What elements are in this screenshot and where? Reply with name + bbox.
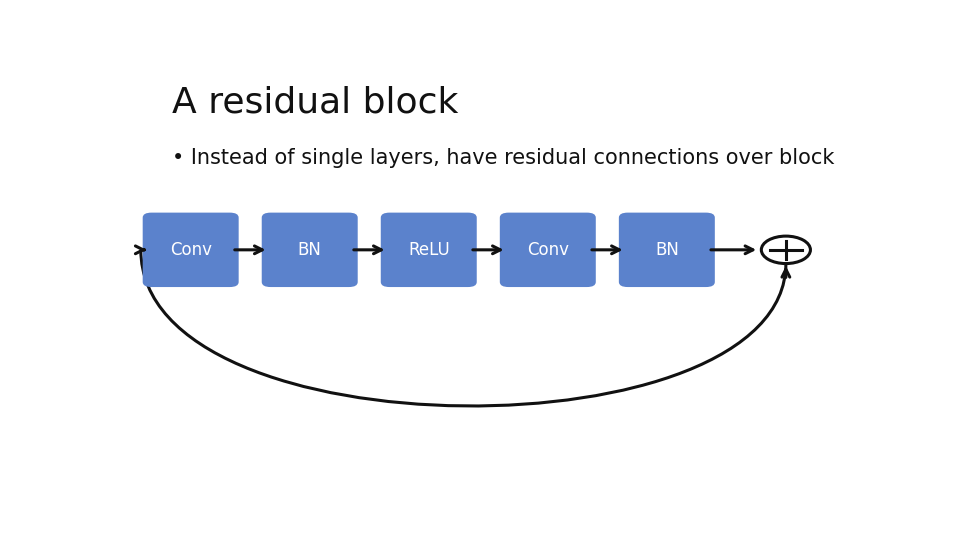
FancyBboxPatch shape bbox=[619, 213, 715, 287]
Text: ReLU: ReLU bbox=[408, 241, 449, 259]
FancyBboxPatch shape bbox=[381, 213, 477, 287]
Text: BN: BN bbox=[298, 241, 322, 259]
Text: A residual block: A residual block bbox=[172, 85, 459, 119]
FancyBboxPatch shape bbox=[143, 213, 239, 287]
Text: Conv: Conv bbox=[170, 241, 211, 259]
Text: • Instead of single layers, have residual connections over block: • Instead of single layers, have residua… bbox=[172, 148, 834, 168]
FancyBboxPatch shape bbox=[500, 213, 596, 287]
Text: BN: BN bbox=[655, 241, 679, 259]
Text: Conv: Conv bbox=[527, 241, 568, 259]
FancyBboxPatch shape bbox=[262, 213, 358, 287]
